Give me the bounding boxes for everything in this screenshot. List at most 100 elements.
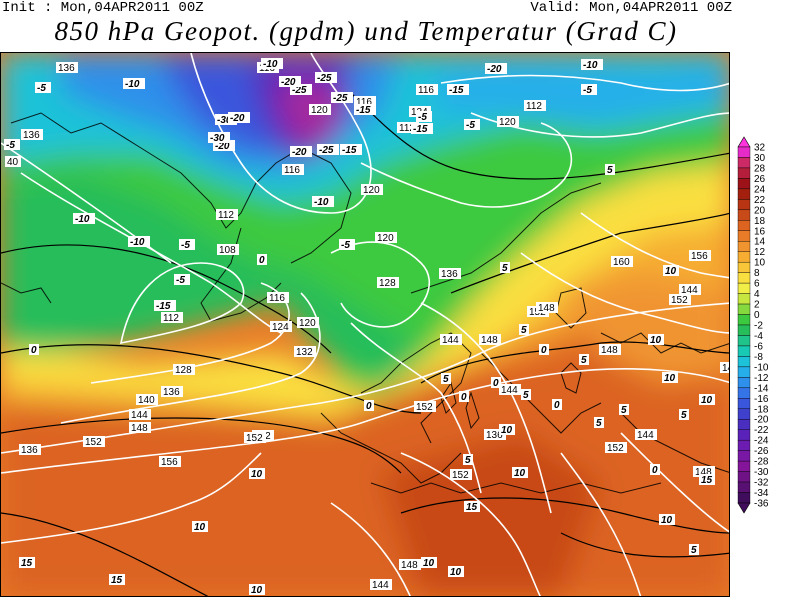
temperature-label-bg: [659, 514, 675, 525]
geopotential-label: 140: [136, 394, 158, 406]
temperature-label: 10: [662, 372, 678, 384]
geopotential-label-bg: [416, 84, 438, 95]
temperature-label: 10: [699, 394, 715, 406]
geopotential-label-text: 108: [219, 245, 236, 256]
temperature-label: 5: [463, 454, 473, 466]
geopotential-label-text: 116: [269, 293, 285, 304]
temperature-label: -30: [215, 114, 237, 126]
temperature-label: 10: [499, 424, 515, 436]
legend-swatch: [737, 429, 751, 441]
temperature-label-text: -5: [466, 120, 475, 131]
legend-tick-label: -30: [754, 467, 769, 478]
geopotential-label-bg: [689, 250, 711, 261]
temperature-label: 10: [249, 584, 265, 596]
legend-swatch: [737, 314, 751, 326]
temperature-label: -20: [485, 63, 507, 75]
temperature-label-text: 5: [691, 545, 697, 556]
temperature-label: 5: [519, 324, 529, 336]
temperature-label-text: -20: [281, 77, 296, 88]
temperature-label: -15: [411, 123, 433, 135]
temperature-label-text: 10: [665, 266, 677, 277]
temperature-label-text: 5: [607, 165, 613, 176]
temperature-label-text: -5: [181, 240, 190, 251]
legend-swatch: [737, 481, 751, 493]
temperature-label: -5: [179, 239, 195, 251]
geopotential-label-text: 120: [377, 233, 394, 244]
map-canvas: 136 136 40 116 120 116 116 124 112 120 112 116 120 11…: [1, 53, 729, 596]
legend-swatch: [737, 251, 751, 263]
geopotential-label-text: 144: [501, 385, 518, 396]
legend-tick-label: -14: [754, 383, 769, 394]
temperature-label-text: 0: [31, 345, 37, 356]
temperature-label-text: 5: [523, 390, 529, 401]
temperature-label-text: -10: [314, 197, 329, 208]
legend-swatch: [737, 241, 751, 252]
temperature-label-bg: [448, 566, 464, 577]
geopotential-label-bg: [499, 384, 521, 395]
geopotential-label-text: 128: [379, 278, 396, 289]
temperature-label-bg: [679, 409, 689, 420]
legend-swatch: [737, 450, 751, 462]
geopotential-label-bg: [669, 294, 691, 305]
temperature-label-text: 10: [514, 468, 526, 479]
legend-tick-label: 4: [754, 289, 760, 300]
temperature-label-bg: [464, 119, 480, 130]
temperature-label-text: 0: [461, 392, 467, 403]
legend-swatch: [737, 282, 751, 294]
geopotential-label-bg: [19, 444, 41, 455]
geopotential-label-bg: [611, 256, 633, 267]
temperature-label-bg: [519, 324, 529, 335]
legend-swatch: [737, 303, 751, 315]
geopotential-label-bg: [161, 312, 183, 323]
temperature-label-text: 15: [701, 475, 713, 486]
geopotential-label-bg: [216, 209, 238, 220]
temperature-label-text: 15: [21, 558, 33, 569]
geopotential-labels: 136 136 40 116 120 116 116 124 112 120 112 116 120 11…: [5, 62, 729, 591]
temperature-label: 10: [512, 467, 528, 479]
geopotential-label: 144: [370, 579, 392, 591]
geopotential-label: 124: [270, 321, 292, 333]
legend-tick-label: 30: [754, 153, 766, 164]
geopotential-label-text: 152: [416, 402, 433, 413]
temperature-label-bg: [539, 344, 549, 355]
geopotential-label-bg: [377, 277, 399, 288]
temperature-label-bg: [339, 239, 355, 250]
geopotential-label-bg: [679, 284, 701, 295]
legend-tick-label: -2: [754, 321, 763, 332]
legend-tick-label: 0: [754, 310, 760, 321]
temperature-label: 5: [605, 164, 615, 176]
legend-tick-label: 12: [754, 247, 766, 258]
geopotential-label-text: 152: [671, 295, 688, 306]
geopotential-label-bg: [136, 394, 158, 405]
temperature-label-bg: [73, 213, 95, 224]
legend-bottom-arrow: [737, 502, 751, 514]
geopotential-label: 152: [244, 432, 266, 444]
temperature-label-bg: [447, 84, 469, 95]
temperature-label-bg: [317, 144, 339, 155]
geopotential-label-bg: [129, 409, 151, 420]
geopotential-label-bg: [440, 334, 462, 345]
geopotential-label-bg: [361, 184, 383, 195]
legend-swatch: [737, 387, 751, 399]
temperature-label: 5: [579, 354, 589, 366]
legend-swatch: [737, 324, 751, 336]
geopotential-label: 148: [129, 422, 151, 434]
geopotential-label: 120: [497, 116, 519, 128]
temperature-label: 10: [421, 557, 437, 569]
legend-top-arrow: [737, 136, 751, 148]
legend-swatch: [737, 199, 751, 211]
temperature-shading: [1, 53, 729, 596]
geopotential-label: 120: [361, 184, 383, 196]
legend-tick-label: 18: [754, 216, 766, 227]
temperature-label-bg: [290, 84, 312, 95]
temperature-label: 10: [448, 566, 464, 578]
geopotential-label: 136: [161, 386, 183, 398]
geopotential-label: 144: [679, 284, 701, 296]
temperature-label-text: -25: [319, 145, 334, 156]
temperature-label-text: 5: [621, 405, 627, 416]
geopotential-label: 152: [414, 401, 436, 413]
geopotential-label-text: 112: [526, 101, 542, 112]
legend-tick-label: 28: [754, 163, 766, 174]
geopotential-label: 148: [536, 302, 558, 314]
geopotential-label-bg: [414, 401, 436, 412]
